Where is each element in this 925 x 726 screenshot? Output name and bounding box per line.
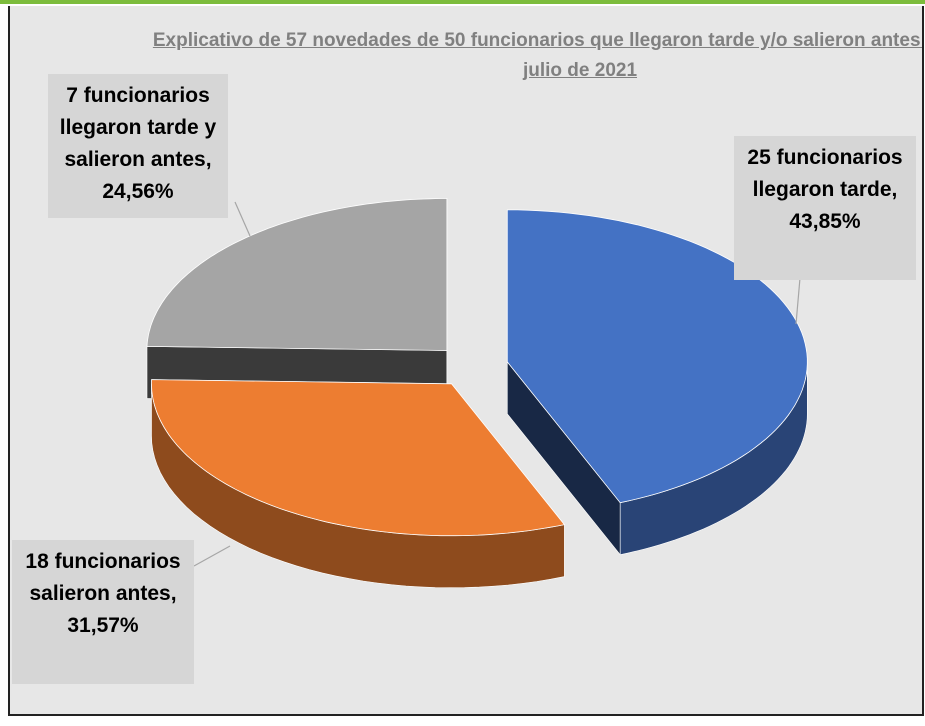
data-label: 18 funcionarios salieron antes, 31,57% bbox=[12, 540, 194, 684]
leader-line bbox=[193, 545, 231, 567]
top-border bbox=[0, 0, 925, 4]
chart-area: Explicativo de 57 novedades de 50 funcio… bbox=[8, 6, 924, 716]
chart bbox=[146, 198, 808, 589]
chart-title: Explicativo de 57 novedades de 50 funcio… bbox=[152, 30, 924, 81]
leader-line bbox=[795, 277, 801, 325]
leader-line bbox=[234, 201, 251, 237]
data-label: 25 funcionarios llegaron tarde, 43,85% bbox=[734, 136, 916, 280]
data-label: 7 funcionarios llegaron tarde y salieron… bbox=[48, 74, 228, 218]
slice bbox=[146, 198, 448, 351]
slice bbox=[151, 379, 566, 537]
slice bbox=[506, 209, 808, 504]
